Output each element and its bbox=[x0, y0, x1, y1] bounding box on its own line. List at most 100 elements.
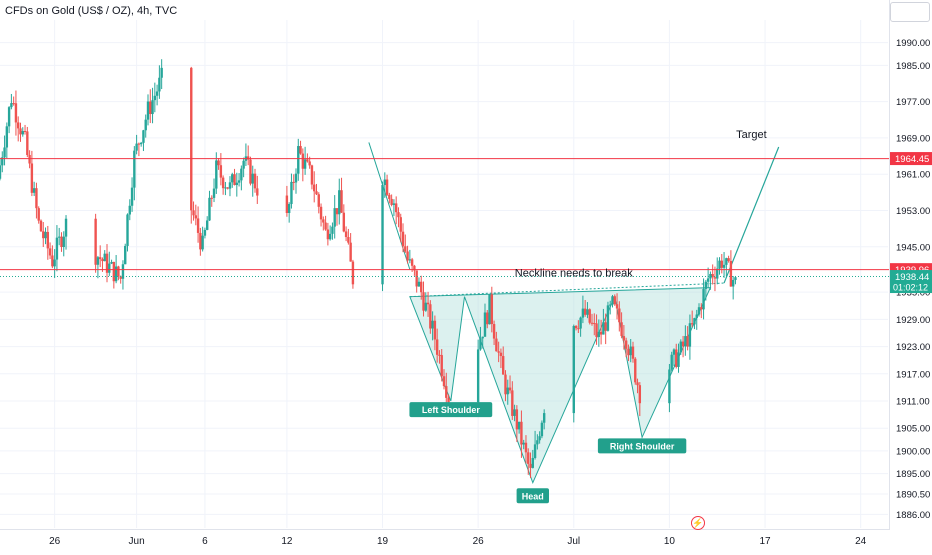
candle-body bbox=[286, 196, 288, 213]
time-tick-label: 12 bbox=[281, 536, 293, 547]
lightning-icon[interactable]: ⚡ bbox=[691, 516, 705, 530]
candle-body bbox=[247, 156, 249, 159]
candle-body bbox=[192, 210, 194, 215]
candle-body bbox=[721, 261, 723, 268]
candle-body bbox=[320, 207, 322, 220]
candle-body bbox=[236, 183, 238, 185]
candle-body bbox=[22, 131, 24, 134]
price-tick-label: 1923.00 bbox=[896, 342, 930, 353]
price-tick-label: 1917.00 bbox=[896, 369, 930, 380]
target-projection-line bbox=[724, 147, 779, 283]
candle-body bbox=[220, 165, 222, 177]
candle-body bbox=[347, 237, 349, 243]
candle-body bbox=[97, 257, 99, 265]
candle-body bbox=[135, 144, 137, 151]
candle-body bbox=[151, 100, 153, 114]
price-axis: 1990.001985.001977.001969.001961.001953.… bbox=[890, 0, 932, 550]
price-tick-label: 1953.00 bbox=[896, 206, 930, 217]
candle-body bbox=[639, 385, 641, 403]
symbol-search-box[interactable] bbox=[890, 2, 930, 22]
candle-body bbox=[238, 180, 240, 182]
candle-body bbox=[133, 151, 135, 188]
candle-body bbox=[702, 289, 704, 309]
candle-body bbox=[577, 328, 579, 329]
candle-body bbox=[233, 174, 235, 185]
candle-body bbox=[154, 96, 156, 100]
candle-body bbox=[19, 128, 21, 134]
candle-body bbox=[584, 309, 586, 315]
candle-body bbox=[197, 218, 199, 233]
candle-body bbox=[700, 307, 702, 309]
candle-body bbox=[395, 203, 397, 212]
candle-body bbox=[327, 230, 329, 240]
candle-body bbox=[447, 398, 449, 402]
candle-body bbox=[393, 203, 395, 205]
candle-body bbox=[204, 230, 206, 236]
candle-body bbox=[156, 91, 158, 95]
candle-body bbox=[33, 188, 35, 193]
candle-body bbox=[677, 352, 679, 367]
time-tick-label: 17 bbox=[759, 536, 771, 547]
candle-body bbox=[124, 246, 126, 264]
candle-body bbox=[26, 131, 28, 155]
candle-body bbox=[304, 159, 306, 168]
candle-body bbox=[42, 231, 44, 238]
annotation-text: Neckline needs to break bbox=[515, 267, 634, 279]
candle-body bbox=[208, 198, 210, 221]
candle-body bbox=[611, 296, 613, 304]
candle-body bbox=[434, 321, 436, 340]
candle-body bbox=[486, 313, 488, 325]
candle-body bbox=[527, 452, 529, 464]
candle-body bbox=[718, 261, 720, 269]
candle-body bbox=[49, 248, 51, 255]
candle-body bbox=[670, 355, 672, 370]
candle-body bbox=[404, 246, 406, 251]
candle-body bbox=[680, 342, 682, 353]
candle-body bbox=[149, 102, 151, 115]
price-tick-label: 1890.50 bbox=[896, 489, 930, 500]
candle-body bbox=[211, 198, 213, 199]
candle-body bbox=[488, 294, 490, 324]
candle-body bbox=[411, 259, 413, 265]
candle-body bbox=[199, 233, 201, 249]
candle-body bbox=[406, 251, 408, 260]
candle-body bbox=[491, 294, 493, 324]
candle-body bbox=[240, 169, 242, 181]
candle-body bbox=[579, 318, 581, 329]
candle-body bbox=[443, 376, 445, 386]
candle-body bbox=[668, 369, 670, 403]
candle-body bbox=[15, 103, 17, 122]
candle-body bbox=[415, 270, 417, 286]
candle-body bbox=[620, 322, 622, 336]
candle-body bbox=[497, 351, 499, 352]
time-tick-label: 26 bbox=[473, 536, 485, 547]
price-tick-label: 1900.00 bbox=[896, 446, 930, 457]
candle-body bbox=[0, 165, 1, 178]
price-tick-label: 1985.00 bbox=[896, 61, 930, 72]
price-tick-label: 1911.00 bbox=[896, 397, 930, 408]
price-tick-label: 1895.00 bbox=[896, 469, 930, 480]
candle-body bbox=[6, 126, 8, 147]
candle-body bbox=[420, 282, 422, 292]
countdown-text: 01:02:12 bbox=[893, 283, 928, 293]
candle-body bbox=[518, 422, 520, 430]
candle-body bbox=[516, 409, 518, 429]
pattern-area bbox=[410, 288, 711, 483]
candle-body bbox=[311, 165, 313, 184]
candle-body bbox=[3, 147, 5, 157]
candle-body bbox=[509, 388, 511, 391]
candle-body bbox=[293, 182, 295, 183]
candle-body bbox=[538, 436, 540, 440]
price-tick-label: 1886.00 bbox=[896, 510, 930, 521]
time-tick-label: 24 bbox=[855, 536, 867, 547]
candle-body bbox=[593, 323, 595, 324]
candle-body bbox=[352, 262, 354, 285]
candle-body bbox=[536, 440, 538, 444]
candle-body bbox=[614, 296, 616, 304]
candle-body bbox=[502, 356, 504, 375]
candle-body bbox=[634, 359, 636, 383]
candle-body bbox=[10, 103, 12, 107]
